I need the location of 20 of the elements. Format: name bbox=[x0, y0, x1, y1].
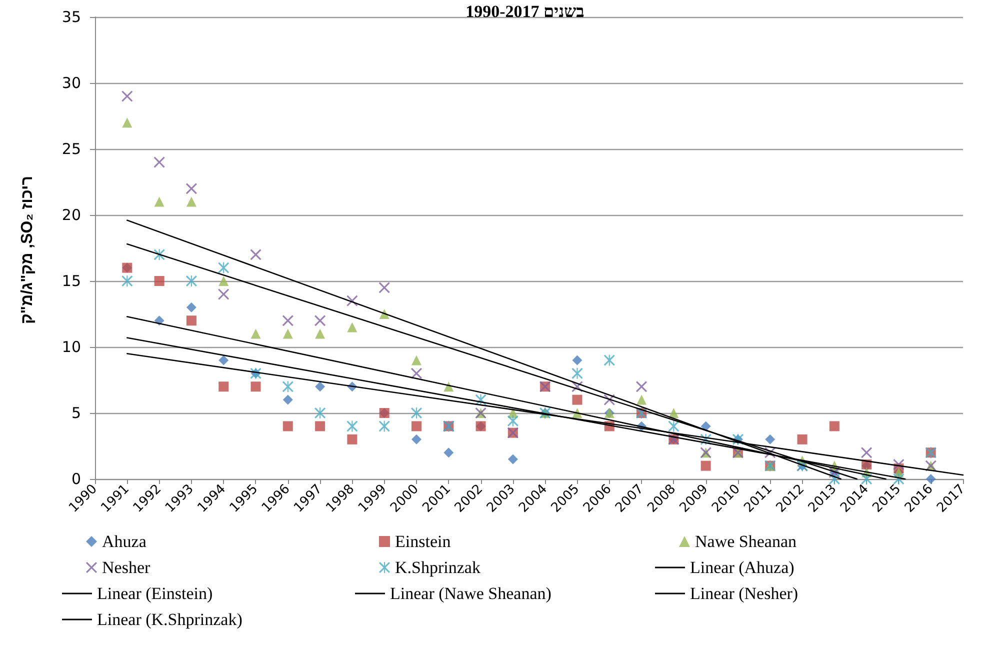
legend-label: Einstein bbox=[395, 532, 452, 551]
legend-label: Linear (Nesher) bbox=[690, 584, 798, 603]
legend-label: Linear (Ahuza) bbox=[690, 558, 794, 577]
chart-title: בשנים 1990-2017 bbox=[466, 2, 584, 21]
legend-label: Nawe Sheanan bbox=[695, 532, 797, 551]
y-tick-label: 25 bbox=[62, 140, 81, 158]
y-tick-label: 5 bbox=[71, 404, 81, 422]
legend-label: Nesher bbox=[102, 558, 150, 577]
legend-label: Linear (Einstein) bbox=[97, 584, 213, 603]
y-tick-label: 0 bbox=[71, 470, 81, 488]
y-tick-label: 30 bbox=[62, 74, 81, 92]
legend-label: K.Shprinzak bbox=[395, 558, 481, 577]
legend-label: Ahuza bbox=[102, 532, 147, 551]
y-tick-label: 15 bbox=[62, 272, 81, 290]
y-tick-label: 10 bbox=[62, 338, 81, 356]
y-tick-label: 35 bbox=[62, 8, 81, 26]
y-tick-label: 20 bbox=[62, 206, 81, 224]
legend-label: Linear (K.Shprinzak) bbox=[97, 610, 242, 629]
legend-label: Linear (Nawe Sheanan) bbox=[390, 584, 552, 603]
y-axis-title: ריכוז SO₂, מק"ג/מ"ק bbox=[19, 176, 37, 324]
